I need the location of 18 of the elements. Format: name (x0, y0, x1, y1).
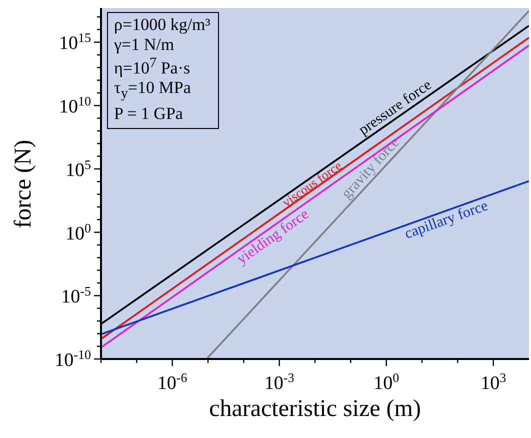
y-tick-label: 10$^{-5}$ (61, 283, 91, 308)
x-axis-title: characteristic size (m) (208, 396, 422, 423)
annotation: ρ=1000 kg/m³ (114, 15, 210, 34)
x-tick-label: 10$^{0}$ (374, 370, 400, 394)
x-tick-label: 10$^{3}$ (480, 370, 506, 394)
y-tick-label: 10$^{15}$ (59, 30, 91, 54)
x-tick-label: 10$^{-3}$ (264, 370, 294, 394)
annotation: γ=1 N/m (114, 34, 176, 54)
y-axis-title: force (N) (10, 139, 38, 228)
y-tick-label: 10$^{5}$ (66, 156, 91, 181)
x-tick-label: 10$^{-6}$ (157, 370, 188, 394)
annotation: η=10$^{7}$ Pa·s (114, 54, 192, 78)
text: capillary force (402, 198, 490, 242)
y-tick-label: 10$^{10}$ (59, 93, 91, 118)
annotation: P = 1 GPa (114, 104, 184, 124)
annotation: τ$_{y}$=10 MPa (114, 78, 192, 104)
y-tick-label: 10$^{0}$ (66, 220, 91, 244)
y-tick-label: 10$^{-10}$ (54, 346, 91, 371)
